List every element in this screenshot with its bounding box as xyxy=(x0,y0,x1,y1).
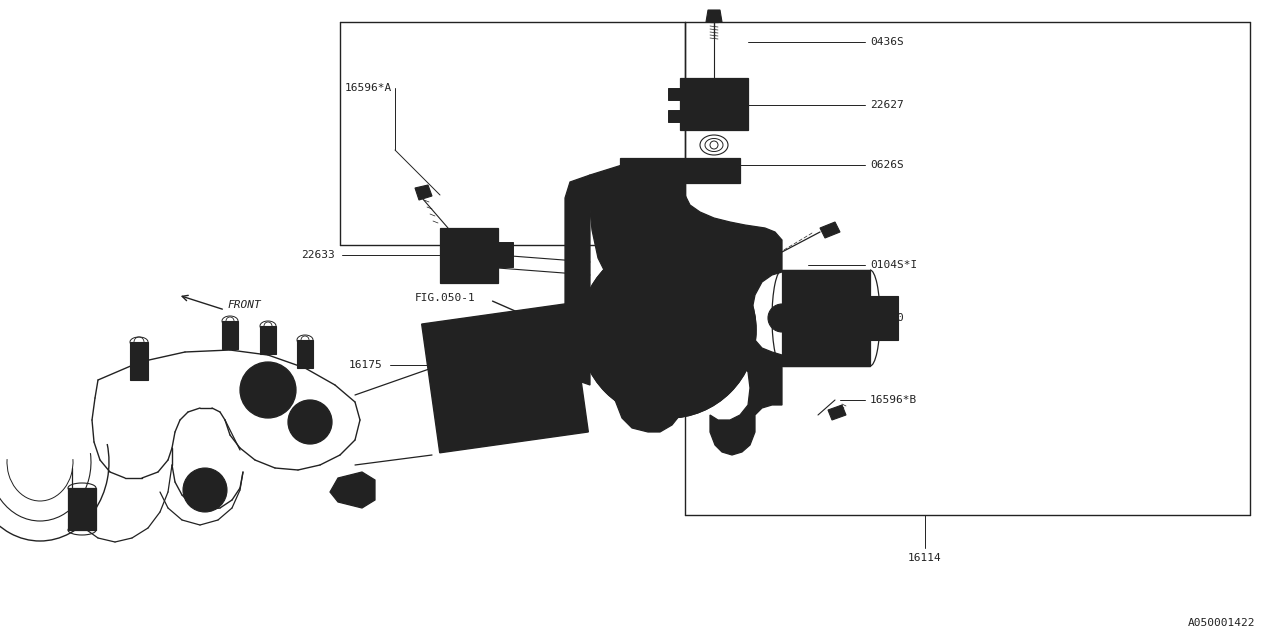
Circle shape xyxy=(343,478,367,502)
Text: 16114: 16114 xyxy=(908,553,942,563)
Bar xyxy=(870,296,899,340)
Bar xyxy=(221,321,238,349)
Circle shape xyxy=(241,362,296,418)
Ellipse shape xyxy=(462,342,548,414)
Polygon shape xyxy=(820,222,840,238)
Text: G91808: G91808 xyxy=(780,313,820,323)
Text: 22633: 22633 xyxy=(301,250,335,260)
Text: 22627: 22627 xyxy=(870,100,904,110)
Bar xyxy=(297,340,314,368)
Text: 16596*B: 16596*B xyxy=(870,395,918,405)
Polygon shape xyxy=(421,303,589,453)
Bar xyxy=(131,342,148,380)
Ellipse shape xyxy=(584,316,753,344)
Text: 16596*A: 16596*A xyxy=(346,83,392,93)
Bar xyxy=(68,488,96,530)
Polygon shape xyxy=(707,10,722,22)
Circle shape xyxy=(288,400,332,444)
Text: 22650: 22650 xyxy=(870,313,904,323)
Circle shape xyxy=(444,237,480,273)
Bar xyxy=(782,270,870,366)
Bar xyxy=(620,158,740,183)
Bar xyxy=(680,78,748,130)
Circle shape xyxy=(580,242,756,418)
Bar xyxy=(668,110,680,122)
Text: A050001422: A050001422 xyxy=(1188,618,1254,628)
Bar xyxy=(668,88,680,100)
Polygon shape xyxy=(330,472,375,508)
Polygon shape xyxy=(828,405,846,420)
Text: FIG.050-1: FIG.050-1 xyxy=(415,293,476,303)
Text: 16175: 16175 xyxy=(348,360,381,370)
Text: FRONT: FRONT xyxy=(228,300,261,310)
Bar xyxy=(440,228,498,283)
Circle shape xyxy=(768,304,796,332)
Text: 0626S: 0626S xyxy=(870,160,904,170)
Circle shape xyxy=(183,468,227,512)
Bar xyxy=(498,242,513,267)
Text: 0104S*I: 0104S*I xyxy=(870,260,918,270)
Polygon shape xyxy=(415,185,433,200)
Bar xyxy=(260,326,276,354)
Text: 0436S: 0436S xyxy=(870,37,904,47)
Polygon shape xyxy=(564,175,590,385)
Circle shape xyxy=(800,298,840,338)
Polygon shape xyxy=(590,160,782,455)
